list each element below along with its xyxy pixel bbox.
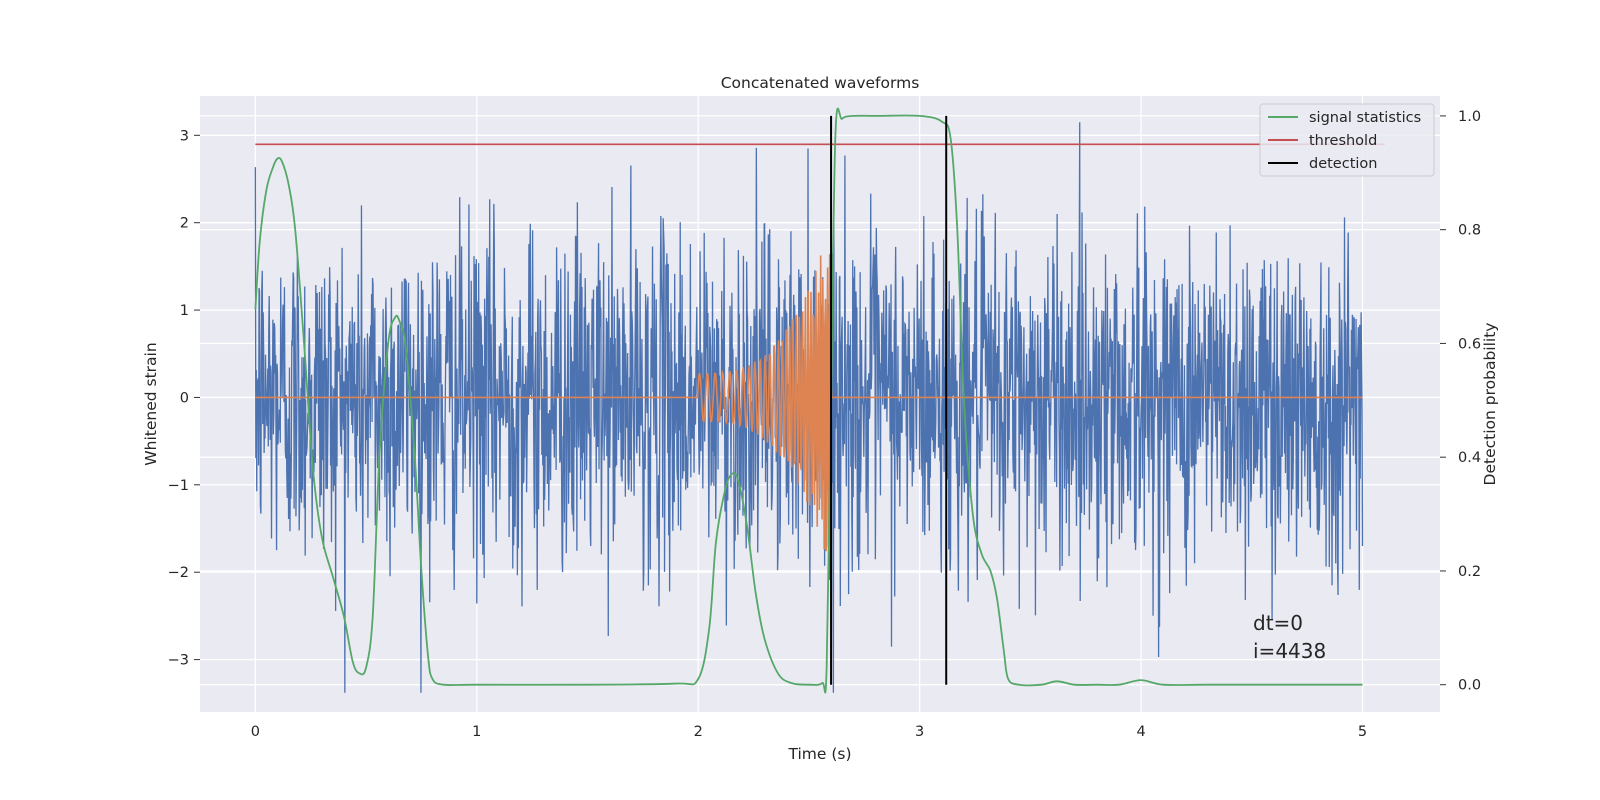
legend-label-signal-statistics: signal statistics (1309, 110, 1421, 126)
x-tick-label: 3 (915, 724, 924, 740)
annotation-i: i=4438 (1253, 639, 1326, 663)
legend: signal statistics threshold detection (1259, 103, 1435, 177)
annotation-dt: dt=0 (1253, 611, 1303, 635)
y-axis-label: Whitened strain (142, 342, 160, 465)
y-tick-label: −1 (168, 478, 189, 494)
legend-label-detection: detection (1309, 156, 1377, 172)
signal-statistics-line (254, 107, 1363, 694)
y2-tick-label: 0.2 (1458, 564, 1481, 580)
x-axis-label: Time (s) (787, 745, 851, 763)
y-tick-label: 0 (180, 390, 189, 406)
x-tick-label: 5 (1358, 724, 1367, 740)
y-tick-label: −3 (168, 653, 189, 669)
x-tick-label: 0 (251, 724, 260, 740)
y2-tick-label: 0.4 (1458, 450, 1481, 466)
x-tick-label: 4 (1136, 724, 1145, 740)
ticks: 0 1 2 3 4 5 −3 −2 −1 0 1 2 3 0.0 0.2 0.4 0.6 0.8 1.0 (168, 109, 1481, 740)
data-series (254, 107, 1385, 694)
legend-box (1259, 103, 1435, 177)
y-tick-label: 2 (180, 216, 189, 232)
chirp-series-line (255, 254, 1363, 552)
y2-tick-label: 1.0 (1458, 109, 1481, 125)
chart-title: Concatenated waveforms (721, 74, 920, 92)
legend-label-threshold: threshold (1309, 133, 1377, 149)
x-tick-label: 1 (472, 724, 481, 740)
y2-axis-label: Detection probability (1481, 323, 1499, 486)
y2-tick-label: 0.6 (1458, 336, 1481, 352)
y-tick-label: −2 (168, 565, 189, 581)
x-tick-label: 2 (694, 724, 703, 740)
y2-tick-label: 0.0 (1458, 678, 1481, 694)
y2-tick-label: 0.8 (1458, 223, 1481, 239)
y-tick-label: 3 (180, 128, 189, 144)
y-tick-label: 1 (180, 303, 189, 319)
